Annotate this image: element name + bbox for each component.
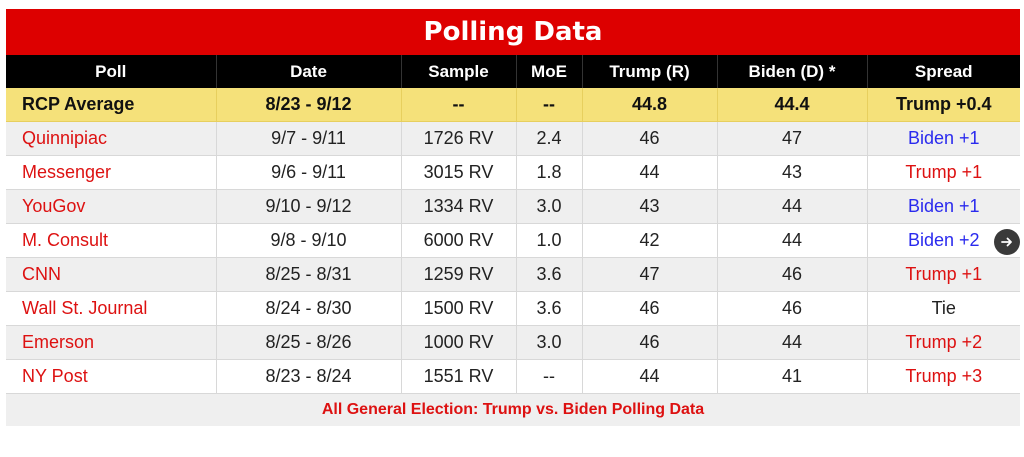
poll-date: 9/10 - 9/12 [215, 189, 401, 224]
poll-name-link[interactable]: YouGov [6, 189, 216, 224]
poll-biden: 43 [716, 155, 867, 190]
poll-moe: 3.0 [515, 325, 582, 360]
polling-data-widget: Polling Data Poll Date Sample MoE Trump … [6, 9, 1020, 426]
poll-trump: 46 [581, 121, 717, 156]
header-spread: Spread [866, 55, 1020, 88]
table-row: YouGov 9/10 - 9/12 1334 RV 3.0 43 44 Bid… [6, 189, 1020, 224]
poll-date: 9/7 - 9/11 [215, 121, 401, 156]
poll-spread: Trump +1 [866, 257, 1020, 292]
poll-sample: 1551 RV [400, 359, 516, 394]
poll-moe: 3.6 [515, 257, 582, 292]
poll-biden: 44 [716, 223, 867, 258]
poll-moe: 1.0 [515, 223, 582, 258]
poll-date: 8/25 - 8/26 [215, 325, 401, 360]
poll-moe: -- [515, 359, 582, 394]
poll-spread: Biden +1 [866, 121, 1020, 156]
poll-date: 8/23 - 8/24 [215, 359, 401, 394]
poll-trump: 44 [581, 359, 717, 394]
poll-trump: 46 [581, 291, 717, 326]
poll-trump: 47 [581, 257, 717, 292]
table-row: CNN 8/25 - 8/31 1259 RV 3.6 47 46 Trump … [6, 257, 1020, 292]
header-date: Date [215, 55, 401, 88]
poll-biden: 41 [716, 359, 867, 394]
poll-name-link[interactable]: CNN [6, 257, 216, 292]
poll-date: 8/23 - 9/12 [215, 88, 401, 122]
table-row: Quinnipiac 9/7 - 9/11 1726 RV 2.4 46 47 … [6, 121, 1020, 156]
next-arrow-button[interactable] [994, 229, 1020, 255]
poll-sample: 1500 RV [400, 291, 516, 326]
poll-date: 9/6 - 9/11 [215, 155, 401, 190]
poll-biden: 44.4 [716, 88, 867, 122]
poll-name-link[interactable]: Quinnipiac [6, 121, 216, 156]
poll-biden: 46 [716, 291, 867, 326]
poll-moe: 3.0 [515, 189, 582, 224]
arrow-right-icon [1000, 235, 1014, 249]
poll-sample: 1000 RV [400, 325, 516, 360]
poll-sample: 6000 RV [400, 223, 516, 258]
poll-biden: 44 [716, 325, 867, 360]
header-biden: Biden (D) * [716, 55, 867, 88]
poll-trump: 42 [581, 223, 717, 258]
poll-sample: 1259 RV [400, 257, 516, 292]
table-row: NY Post 8/23 - 8/24 1551 RV -- 44 41 Tru… [6, 359, 1020, 394]
table-row: Wall St. Journal 8/24 - 8/30 1500 RV 3.6… [6, 291, 1020, 326]
table-row: Emerson 8/25 - 8/26 1000 RV 3.0 46 44 Tr… [6, 325, 1020, 360]
poll-trump: 46 [581, 325, 717, 360]
poll-trump: 44 [581, 155, 717, 190]
poll-date: 8/25 - 8/31 [215, 257, 401, 292]
poll-spread: Trump +3 [866, 359, 1020, 394]
poll-spread: Trump +2 [866, 325, 1020, 360]
poll-biden: 47 [716, 121, 867, 156]
poll-name-link[interactable]: Wall St. Journal [6, 291, 216, 326]
poll-spread: Trump +1 [866, 155, 1020, 190]
table-row: Messenger 9/6 - 9/11 3015 RV 1.8 44 43 T… [6, 155, 1020, 190]
poll-trump: 43 [581, 189, 717, 224]
poll-name: RCP Average [6, 88, 216, 122]
poll-biden: 44 [716, 189, 867, 224]
poll-biden: 46 [716, 257, 867, 292]
poll-moe: 2.4 [515, 121, 582, 156]
poll-spread: Biden +1 [866, 189, 1020, 224]
poll-name-link[interactable]: M. Consult [6, 223, 216, 258]
poll-name-link[interactable]: Emerson [6, 325, 216, 360]
poll-date: 9/8 - 9/10 [215, 223, 401, 258]
header-moe: MoE [515, 55, 582, 88]
widget-title: Polling Data [6, 9, 1020, 55]
poll-moe: 3.6 [515, 291, 582, 326]
poll-sample: 1726 RV [400, 121, 516, 156]
polls-table: Poll Date Sample MoE Trump (R) Biden (D)… [6, 55, 1020, 394]
poll-moe: -- [515, 88, 582, 122]
header-trump: Trump (R) [581, 55, 717, 88]
poll-name-link[interactable]: Messenger [6, 155, 216, 190]
poll-moe: 1.8 [515, 155, 582, 190]
header-poll: Poll [6, 55, 216, 88]
header-row: Poll Date Sample MoE Trump (R) Biden (D)… [6, 55, 1020, 88]
all-polls-link[interactable]: All General Election: Trump vs. Biden Po… [6, 394, 1020, 426]
poll-sample: 3015 RV [400, 155, 516, 190]
poll-sample: -- [400, 88, 516, 122]
rcp-average-row: RCP Average 8/23 - 9/12 -- -- 44.8 44.4 … [6, 88, 1020, 122]
poll-sample: 1334 RV [400, 189, 516, 224]
table-row: M. Consult 9/8 - 9/10 6000 RV 1.0 42 44 … [6, 223, 1020, 258]
header-sample: Sample [400, 55, 516, 88]
poll-trump: 44.8 [581, 88, 717, 122]
poll-spread: Tie [866, 291, 1020, 326]
poll-date: 8/24 - 8/30 [215, 291, 401, 326]
poll-spread: Trump +0.4 [866, 88, 1020, 122]
poll-name-link[interactable]: NY Post [6, 359, 216, 394]
